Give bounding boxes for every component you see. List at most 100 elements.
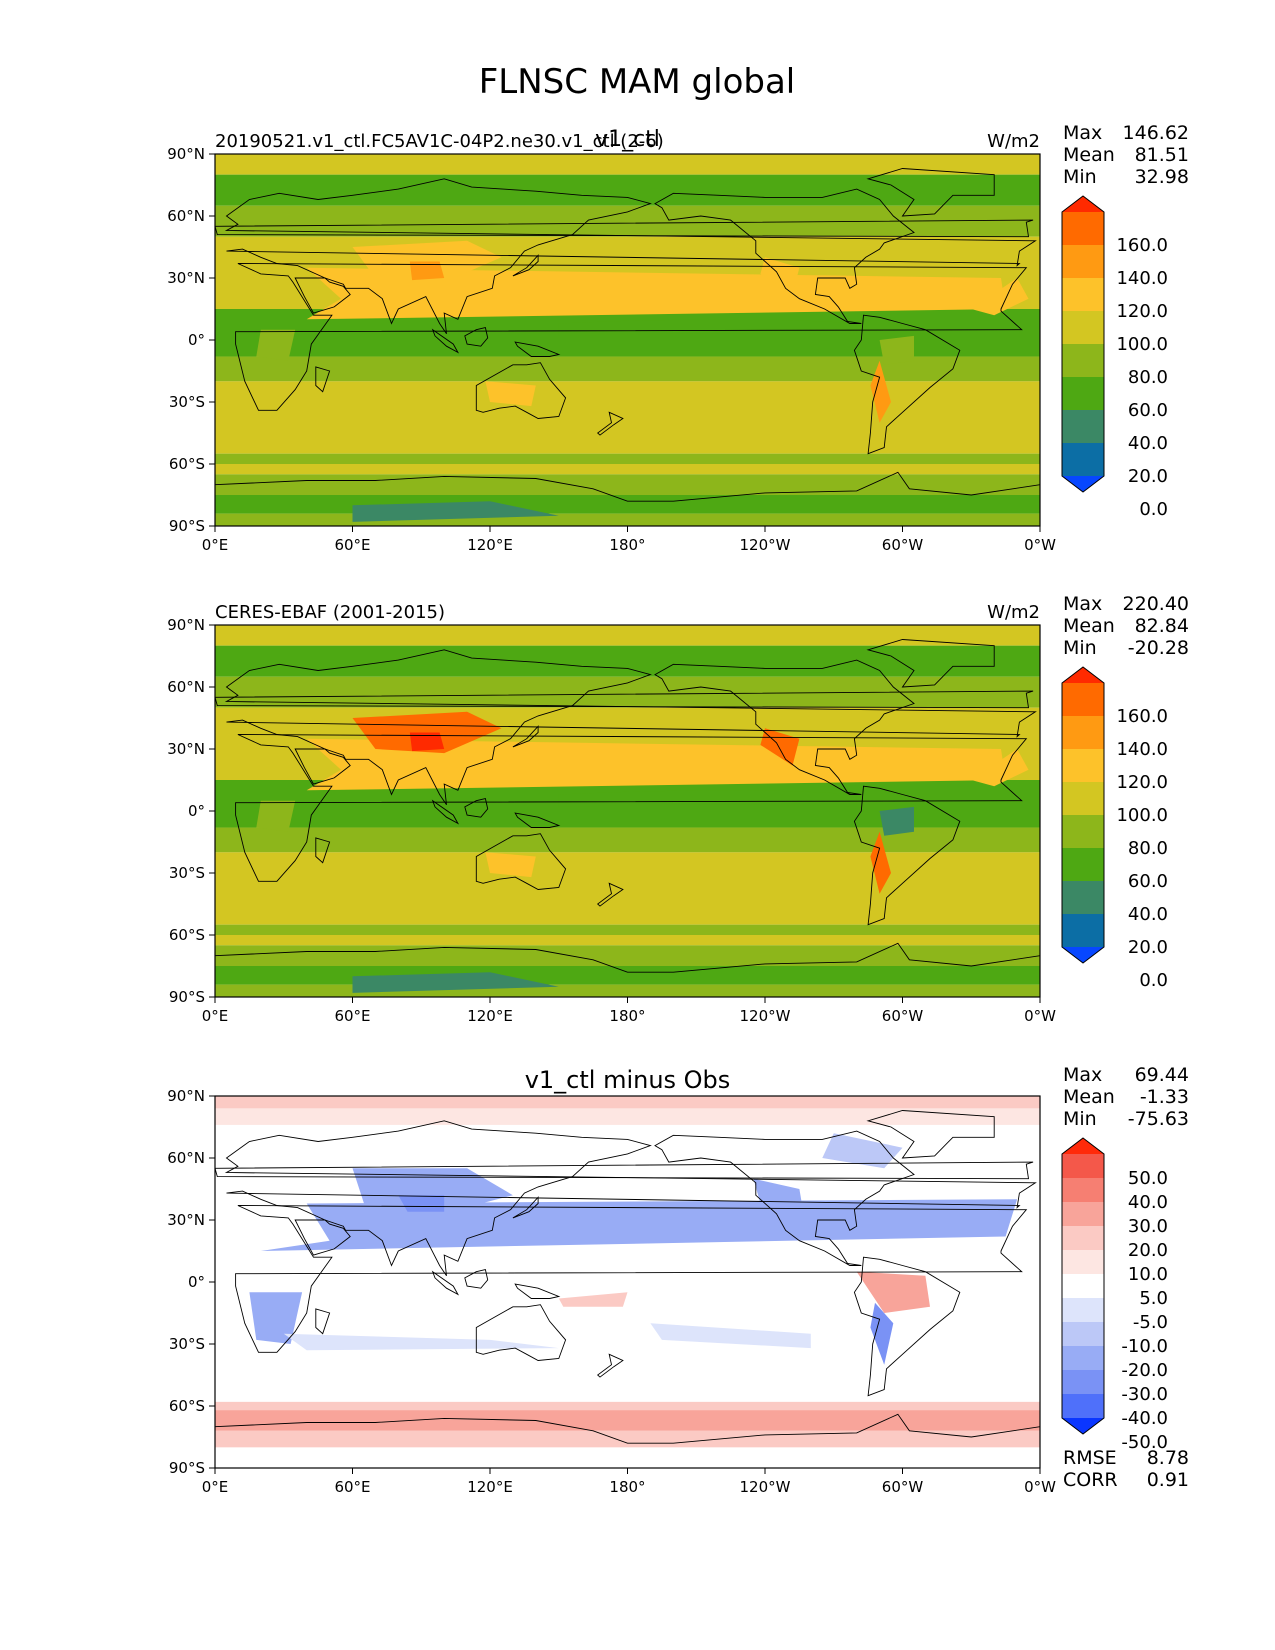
x-tick-label: 60°E bbox=[334, 1478, 370, 1496]
colorbar-swatch bbox=[1062, 1274, 1104, 1299]
colorbar-swatch bbox=[1062, 683, 1104, 717]
field-feature bbox=[249, 1292, 303, 1344]
colorbar-label: 80.0 bbox=[1128, 838, 1168, 859]
colorbar-label: 100.0 bbox=[1116, 805, 1168, 826]
coastline bbox=[853, 314, 961, 455]
x-tick-label: 120°W bbox=[740, 1478, 791, 1496]
coastline bbox=[464, 798, 489, 818]
coastline bbox=[514, 812, 561, 828]
coastline bbox=[464, 327, 489, 347]
x-tick-label: 0°E bbox=[202, 1478, 229, 1496]
colorbar-swatch bbox=[1062, 212, 1104, 246]
colorbar-extend-top bbox=[1062, 667, 1104, 683]
colorbar-label: 140.0 bbox=[1116, 268, 1168, 289]
coastline bbox=[315, 837, 331, 864]
coastline bbox=[654, 1130, 915, 1266]
x-tick-label: 60°W bbox=[882, 536, 924, 554]
field-band bbox=[215, 827, 1040, 853]
colorbar-swatch bbox=[1062, 344, 1104, 378]
x-tick-label: 0°W bbox=[1024, 1007, 1056, 1025]
map-panel-ref: CERES-EBAF (2001-2015) W/m2 0°E 60°E 120°E 18… bbox=[167, 593, 1189, 1025]
colorbar-label: 50.0 bbox=[1128, 1168, 1168, 1189]
field-feature bbox=[879, 335, 914, 365]
colorbar-label: -40.0 bbox=[1121, 1408, 1168, 1429]
coastline bbox=[512, 1196, 539, 1219]
colorbar-swatch bbox=[1062, 1370, 1104, 1395]
colorbar-swatch bbox=[1062, 377, 1104, 411]
field-band bbox=[215, 852, 1040, 925]
colorbar: 50.0 40.0 30.0 20.0 10.0 5.0 -5.0 -10.0 -20.0 -30… bbox=[1061, 1137, 1168, 1453]
x-tick-label: 60°E bbox=[334, 536, 370, 554]
x-tick-label: 180° bbox=[609, 1478, 645, 1496]
colorbar-label: 140.0 bbox=[1116, 739, 1168, 760]
field-band bbox=[215, 1410, 1040, 1431]
colorbar-extend-bottom bbox=[1062, 1418, 1104, 1434]
coastline bbox=[431, 1270, 460, 1296]
colorbar-frame bbox=[1061, 666, 1105, 964]
field-band bbox=[215, 945, 1040, 966]
field-feature bbox=[352, 972, 559, 993]
coastline bbox=[596, 411, 624, 436]
x-tick-label: 60°W bbox=[882, 1478, 924, 1496]
field-band bbox=[215, 474, 1040, 495]
colorbar-label: 0.0 bbox=[1139, 970, 1168, 991]
colorbar-swatch bbox=[1062, 815, 1104, 849]
coastline bbox=[514, 1283, 561, 1299]
colorbar-label: 60.0 bbox=[1128, 871, 1168, 892]
colorbar-swatch bbox=[1062, 782, 1104, 816]
panel-title: v1_ctl minus Obs bbox=[525, 1066, 731, 1094]
coastline bbox=[866, 1110, 995, 1159]
panel-left-title: 20190521.v1_ctl.FC5AV1C-04P2.ne30.v1_ctl… bbox=[215, 131, 664, 152]
field-feature bbox=[485, 852, 536, 878]
field-band bbox=[215, 464, 1040, 475]
y-tick-label: 90°S bbox=[169, 517, 205, 535]
coastline bbox=[235, 734, 1028, 882]
coastline bbox=[224, 1120, 1037, 1277]
y-tick-label: 90°S bbox=[169, 1459, 205, 1477]
field-feature bbox=[409, 261, 445, 281]
x-tick-label: 180° bbox=[609, 1007, 645, 1025]
coastline bbox=[215, 690, 1034, 709]
coastline bbox=[596, 882, 624, 907]
field-feature bbox=[822, 1133, 903, 1169]
coastline bbox=[853, 785, 961, 926]
stat-value: 82.84 bbox=[1135, 615, 1189, 637]
colorbar-extend-top bbox=[1062, 1138, 1104, 1154]
x-tick-label: 60°E bbox=[334, 1007, 370, 1025]
coastline bbox=[224, 178, 1037, 335]
field-band bbox=[215, 924, 1040, 935]
colorbar-swatch bbox=[1062, 1202, 1104, 1227]
colorbar-extend-bottom bbox=[1062, 476, 1104, 492]
y-tick-label: 30°S bbox=[169, 864, 205, 882]
stat-value: 146.62 bbox=[1123, 122, 1189, 144]
metric-value: 8.78 bbox=[1147, 1447, 1189, 1469]
field-feature bbox=[256, 329, 296, 361]
y-tick-label: 0° bbox=[188, 1273, 205, 1291]
map-field bbox=[215, 625, 1040, 997]
y-tick-label: 30°S bbox=[169, 1335, 205, 1353]
colorbar-swatch bbox=[1062, 1298, 1104, 1323]
y-tick-label: 60°S bbox=[169, 455, 205, 473]
field-band bbox=[215, 513, 1040, 526]
y-tick-label: 30°S bbox=[169, 393, 205, 411]
field-feature bbox=[306, 738, 1006, 791]
stat-label: Min bbox=[1063, 1108, 1097, 1130]
y-tick-label: 90°N bbox=[167, 145, 205, 163]
metric-label: RMSE bbox=[1063, 1447, 1117, 1469]
coastline bbox=[215, 219, 1034, 238]
x-tick-label: 180° bbox=[609, 536, 645, 554]
colorbar-label: 160.0 bbox=[1116, 706, 1168, 727]
field-feature bbox=[283, 1333, 559, 1351]
colorbar-swatch bbox=[1062, 1178, 1104, 1203]
field-feature bbox=[352, 1168, 513, 1216]
x-tick-label: 0°E bbox=[202, 1007, 229, 1025]
colorbar-label: -30.0 bbox=[1121, 1384, 1168, 1405]
coastline bbox=[431, 328, 460, 354]
colorbar-label: 120.0 bbox=[1116, 301, 1168, 322]
y-tick-label: 60°N bbox=[167, 1149, 205, 1167]
colorbar-swatch bbox=[1062, 716, 1104, 750]
field-band bbox=[215, 1096, 1040, 1109]
field-feature bbox=[558, 1292, 628, 1307]
field-feature bbox=[306, 267, 1006, 320]
